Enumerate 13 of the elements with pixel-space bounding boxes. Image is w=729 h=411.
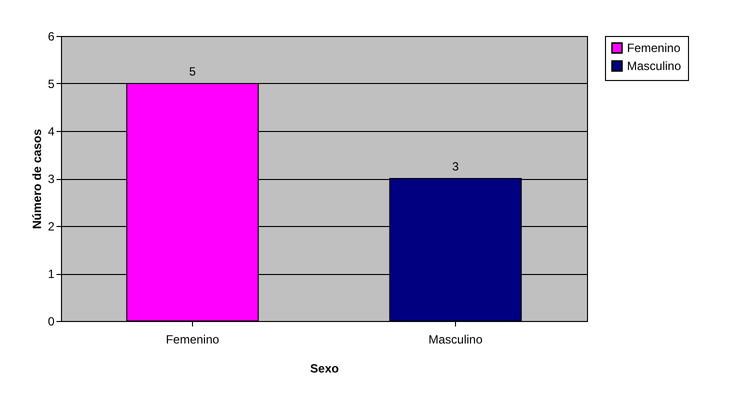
legend-label: Femenino: [627, 41, 681, 55]
x-axis-title: Sexo: [310, 362, 339, 376]
y-tick-label: 3: [48, 172, 55, 186]
data-label: 3: [452, 160, 460, 174]
y-tick-label: 1: [48, 267, 55, 281]
y-tick-label: 0: [48, 314, 55, 328]
y-tick-label: 5: [48, 77, 55, 91]
y-tick-label: 2: [48, 220, 55, 234]
y-tick-label: 6: [48, 30, 55, 44]
y-axis-title: Número de casos: [30, 128, 44, 230]
data-label: 5: [189, 64, 196, 78]
legend-label: Masculino: [627, 59, 682, 73]
y-tick-label: 4: [48, 124, 55, 138]
